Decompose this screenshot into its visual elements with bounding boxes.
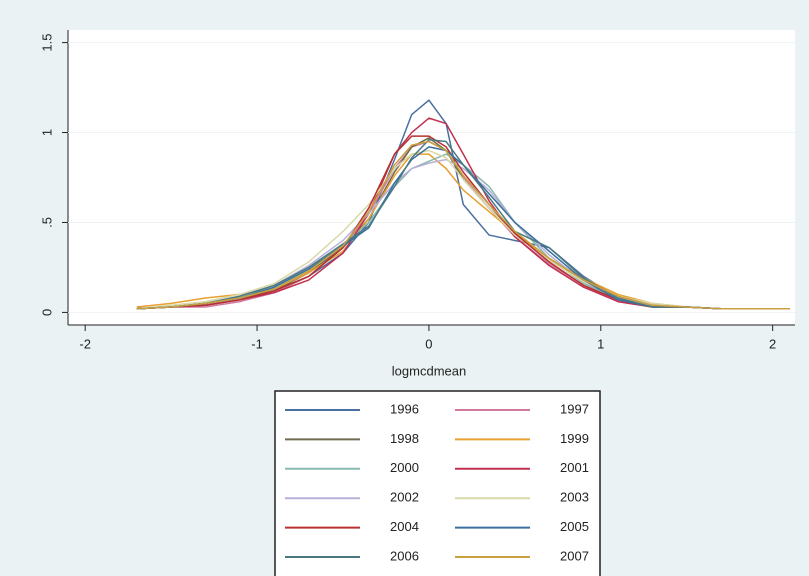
density-line (136, 149, 790, 310)
x-tick-label: -2 (79, 336, 91, 351)
y-tick-label: 1 (39, 129, 54, 136)
legend-label: 2003 (560, 490, 589, 505)
legend-label: 1997 (560, 401, 589, 416)
legend-label: 2006 (390, 548, 419, 563)
x-tick-label: 0 (425, 336, 432, 351)
x-tick-label: 2 (769, 336, 776, 351)
legend-label: 2002 (390, 490, 419, 505)
density-line (136, 140, 790, 310)
x-tick-label: -1 (251, 336, 263, 351)
y-tick-label: 0 (39, 309, 54, 316)
x-tick-label: 1 (597, 336, 604, 351)
legend-label: 1996 (390, 401, 419, 416)
legend-label: 2004 (390, 519, 419, 534)
legend-label: 1998 (390, 431, 419, 446)
legend-label: 2001 (560, 460, 589, 475)
legend-label: 2005 (560, 519, 589, 534)
legend-label: 2007 (560, 548, 589, 563)
x-axis-label: logmcdmean (392, 363, 466, 378)
plot-area (68, 30, 795, 325)
legend-label: 1999 (560, 431, 589, 446)
y-tick-label: .5 (39, 217, 54, 228)
density-line (136, 138, 790, 310)
y-tick-label: 1.5 (39, 34, 54, 52)
legend (274, 390, 601, 576)
legend-label: 2000 (390, 460, 419, 475)
